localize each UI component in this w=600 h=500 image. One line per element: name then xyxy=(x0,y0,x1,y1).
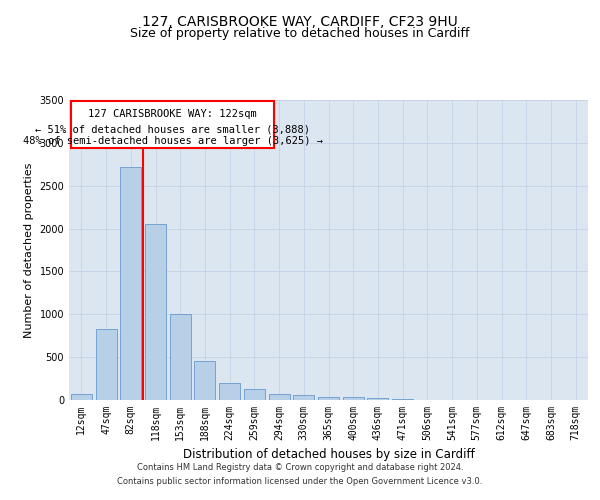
Y-axis label: Number of detached properties: Number of detached properties xyxy=(24,162,34,338)
Text: 127, CARISBROOKE WAY, CARDIFF, CF23 9HU: 127, CARISBROOKE WAY, CARDIFF, CF23 9HU xyxy=(142,15,458,29)
Bar xyxy=(194,362,215,400)
Bar xyxy=(219,383,240,400)
Bar xyxy=(367,398,388,400)
Bar xyxy=(318,396,339,400)
Bar xyxy=(145,224,166,400)
Bar xyxy=(71,101,274,148)
Text: ← 51% of detached houses are smaller (3,888): ← 51% of detached houses are smaller (3,… xyxy=(35,124,310,134)
Text: 127 CARISBROOKE WAY: 122sqm: 127 CARISBROOKE WAY: 122sqm xyxy=(88,110,257,120)
Text: Size of property relative to detached houses in Cardiff: Size of property relative to detached ho… xyxy=(130,28,470,40)
Bar xyxy=(244,389,265,400)
Bar xyxy=(170,314,191,400)
Bar xyxy=(392,399,413,400)
Bar xyxy=(71,394,92,400)
Text: 48% of semi-detached houses are larger (3,625) →: 48% of semi-detached houses are larger (… xyxy=(23,136,323,146)
Text: Contains HM Land Registry data © Crown copyright and database right 2024.: Contains HM Land Registry data © Crown c… xyxy=(137,464,463,472)
Bar xyxy=(343,398,364,400)
Bar xyxy=(120,167,141,400)
Bar xyxy=(293,396,314,400)
Text: Contains public sector information licensed under the Open Government Licence v3: Contains public sector information licen… xyxy=(118,477,482,486)
Bar xyxy=(95,329,116,400)
X-axis label: Distribution of detached houses by size in Cardiff: Distribution of detached houses by size … xyxy=(182,448,475,462)
Bar xyxy=(269,394,290,400)
